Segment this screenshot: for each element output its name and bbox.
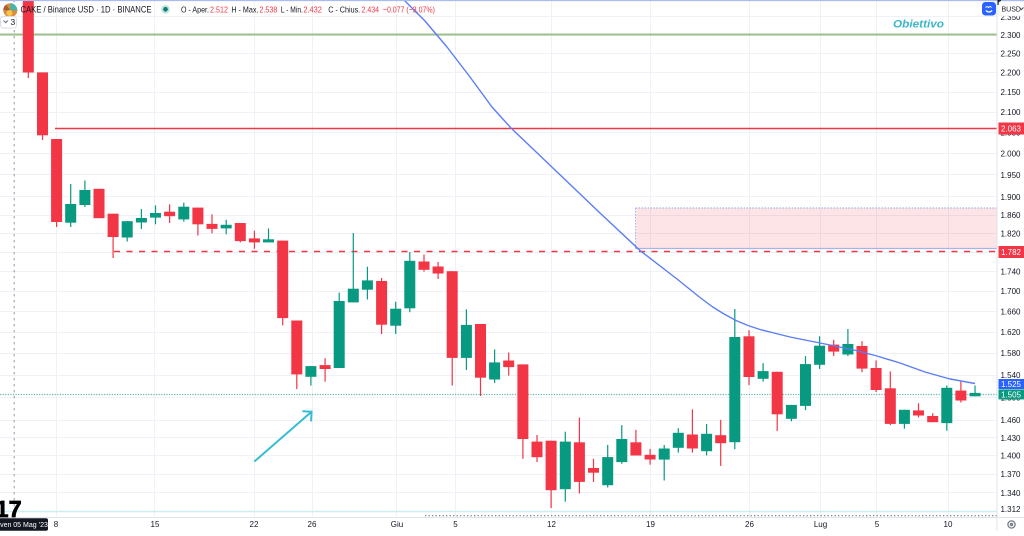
svg-text:1.540: 1.540 — [1000, 371, 1021, 380]
svg-text:1.460: 1.460 — [1000, 416, 1021, 425]
svg-text:O - Aper.: O - Aper. — [181, 4, 209, 14]
svg-text:H - Max.: H - Max. — [231, 4, 258, 14]
svg-text:2.200: 2.200 — [1000, 69, 1021, 78]
svg-text:Giu: Giu — [391, 520, 403, 529]
svg-text:BUSD: BUSD — [1002, 7, 1021, 14]
svg-text:1.620: 1.620 — [1000, 328, 1021, 337]
svg-text:1.900: 1.900 — [1000, 193, 1021, 202]
svg-text:1.950: 1.950 — [1000, 171, 1021, 180]
svg-text:2.063: 2.063 — [1001, 124, 1022, 133]
svg-text:1.525: 1.525 — [1001, 380, 1022, 389]
svg-text:2.250: 2.250 — [1000, 50, 1021, 59]
svg-text:10: 10 — [944, 520, 953, 529]
svg-text:2.100: 2.100 — [1000, 108, 1021, 117]
svg-text:26: 26 — [308, 520, 317, 529]
svg-text:1.340: 1.340 — [1000, 489, 1021, 498]
svg-text:19: 19 — [646, 520, 655, 529]
svg-text:8: 8 — [54, 520, 59, 529]
svg-text:1.370: 1.370 — [1000, 470, 1021, 479]
svg-text:26: 26 — [745, 520, 754, 529]
svg-text:5: 5 — [875, 520, 880, 529]
svg-text:2.300: 2.300 — [1000, 31, 1021, 40]
svg-text:2.512: 2.512 — [210, 4, 228, 14]
svg-text:2.432: 2.432 — [303, 4, 322, 14]
svg-text:1.740: 1.740 — [1000, 268, 1021, 277]
svg-text:−0.077 (−3.07%): −0.077 (−3.07%) — [383, 4, 435, 14]
svg-text:5: 5 — [453, 520, 458, 529]
svg-text:ven 05 Mag ’23: ven 05 Mag ’23 — [0, 522, 48, 529]
svg-text:15: 15 — [151, 520, 160, 529]
svg-text:L - Min.: L - Min. — [281, 4, 303, 14]
svg-text:2.434: 2.434 — [362, 4, 380, 14]
svg-text:1.312: 1.312 — [1000, 505, 1021, 514]
svg-text:2.150: 2.150 — [1000, 88, 1021, 97]
svg-text:Obiettivo: Obiettivo — [893, 18, 944, 30]
svg-text:2.538: 2.538 — [259, 4, 277, 14]
svg-text:1.580: 1.580 — [1000, 349, 1021, 358]
svg-text:1.820: 1.820 — [1000, 230, 1021, 239]
svg-text:CAKE / Binance USD · 1D · BINA: CAKE / Binance USD · 1D · BINANCE — [21, 5, 152, 16]
svg-text:3: 3 — [11, 17, 16, 27]
svg-text:1.400: 1.400 — [1000, 452, 1021, 461]
svg-text:1.700: 1.700 — [1000, 287, 1021, 296]
svg-text:Lug: Lug — [814, 520, 827, 529]
svg-text:22: 22 — [250, 520, 259, 529]
svg-text:1.505: 1.505 — [1001, 390, 1022, 399]
svg-text:12: 12 — [547, 520, 556, 529]
svg-text:2.000: 2.000 — [1000, 149, 1021, 158]
svg-text:1.860: 1.860 — [1000, 211, 1021, 220]
svg-text:C - Chius.: C - Chius. — [328, 4, 360, 14]
svg-text:1.782: 1.782 — [1001, 248, 1022, 257]
svg-text:1.660: 1.660 — [1000, 307, 1021, 316]
svg-text:17: 17 — [0, 496, 22, 522]
svg-text:1.430: 1.430 — [1000, 434, 1021, 443]
